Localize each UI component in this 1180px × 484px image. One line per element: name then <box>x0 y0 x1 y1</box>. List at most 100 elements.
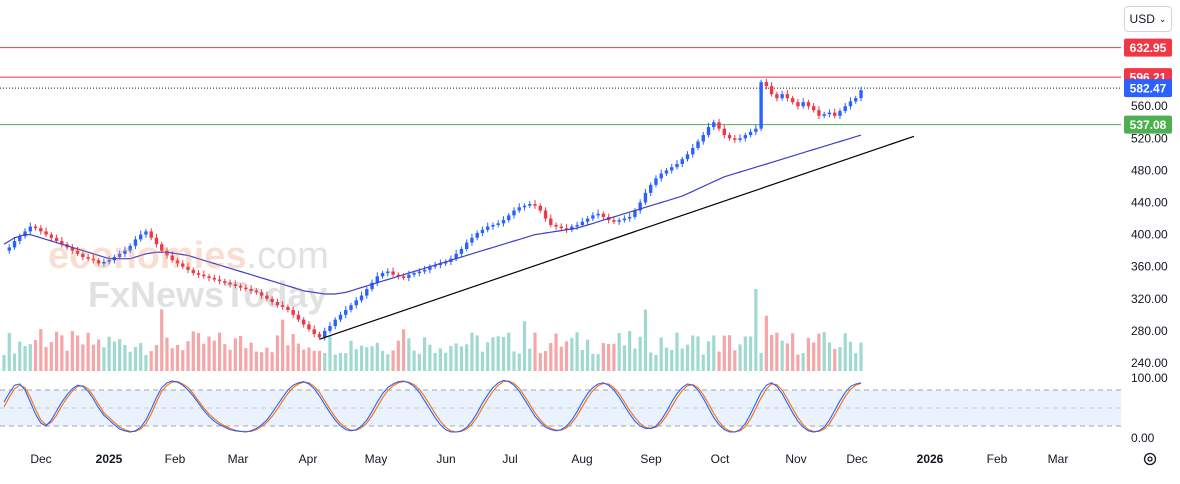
volume-bar <box>517 353 521 371</box>
candle-body <box>207 276 211 278</box>
candle-body <box>459 249 464 254</box>
candle-body <box>801 102 805 107</box>
volume-bar <box>512 351 516 371</box>
candle-body <box>633 210 637 217</box>
volume-bar <box>706 341 711 371</box>
candle-body <box>165 250 169 256</box>
candle-body <box>622 218 627 221</box>
volume-bar <box>28 344 32 371</box>
oscillator-band <box>0 390 1121 426</box>
volume-bar <box>591 353 595 371</box>
price-level-badge-label: 537.08 <box>1130 118 1167 132</box>
time-axis-label: Sep <box>640 452 662 466</box>
candle-body <box>412 273 416 275</box>
candle-body <box>601 213 606 217</box>
volume-bar <box>18 341 22 371</box>
candle-body <box>380 273 385 277</box>
candle-body <box>133 239 138 246</box>
price-level-badge-bg <box>1124 38 1172 57</box>
chevron-down-icon: ⌄ <box>1158 13 1167 24</box>
candle-body <box>543 210 548 219</box>
volume-bar <box>170 348 174 371</box>
volume-bar <box>328 335 332 371</box>
candle-body <box>769 86 774 95</box>
candle-body <box>480 229 485 233</box>
settings-gear-icon[interactable] <box>1141 450 1159 468</box>
candle-body <box>396 274 401 277</box>
candle-body <box>528 204 532 206</box>
candle-body <box>359 295 364 301</box>
volume-bar <box>775 332 779 371</box>
oscillator-axis-tick: 100.00 <box>1131 371 1168 385</box>
candle-body <box>680 159 684 164</box>
candle-body <box>107 260 111 262</box>
volume-bar <box>759 353 763 371</box>
candle-body <box>39 228 43 232</box>
volume-bar <box>60 335 64 371</box>
volume-bar <box>375 342 379 371</box>
volume-bar <box>738 344 742 371</box>
volume-bar <box>417 353 421 371</box>
candle-body <box>696 141 700 148</box>
currency-label: USD <box>1129 12 1155 26</box>
time-axis-label: Dec <box>30 452 51 466</box>
candle-body <box>790 98 795 103</box>
candle-body <box>585 218 590 222</box>
candle-body <box>238 285 243 288</box>
volume-bar <box>391 350 395 371</box>
candle-body <box>223 281 227 283</box>
volume-bar <box>317 350 322 371</box>
candle-body <box>570 226 574 230</box>
volume-bar <box>538 353 542 371</box>
currency-selector[interactable]: USD ⌄ <box>1124 6 1172 32</box>
candle-body <box>591 215 595 219</box>
volume-bar <box>848 341 853 371</box>
volume-bar <box>165 337 169 371</box>
volume-bar <box>133 347 138 371</box>
time-axis-label: Aug <box>571 452 592 466</box>
candle-body <box>738 138 742 140</box>
volume-bar <box>386 354 390 371</box>
volume-bar <box>401 329 406 371</box>
price-axis-tick: 400.00 <box>1131 228 1168 242</box>
candle-body <box>280 305 285 307</box>
volume-bar <box>423 337 427 371</box>
volume-bar <box>112 341 117 371</box>
candle-body <box>301 319 306 325</box>
volume-bar <box>139 343 143 371</box>
volume-bar <box>454 343 458 371</box>
volume-bar <box>501 336 506 371</box>
volume-bar <box>612 343 616 371</box>
candle-body <box>54 237 59 242</box>
candle-body <box>733 138 737 140</box>
volume-bar <box>396 340 400 371</box>
candle-body <box>317 334 322 338</box>
volume-bar <box>854 353 858 371</box>
volume-bar <box>486 342 490 371</box>
time-axis-label: Mar <box>1048 452 1069 466</box>
volume-bar <box>7 332 11 371</box>
volume-bar <box>507 332 511 371</box>
volume-bar <box>70 331 74 371</box>
candle-body <box>775 94 779 99</box>
time-axis-label: Feb <box>987 452 1008 466</box>
candle-body <box>186 266 190 270</box>
candle-body <box>648 184 653 193</box>
candle-body <box>228 282 232 285</box>
candle-body <box>370 282 374 290</box>
candle-body <box>81 253 85 258</box>
oscillator-k-line <box>3 379 862 433</box>
candle-body <box>196 273 201 275</box>
time-axis-label: Oct <box>711 452 730 466</box>
candle-body <box>638 202 642 211</box>
volume-bar <box>465 344 469 371</box>
volume-bar <box>23 346 27 371</box>
candle-body <box>123 250 127 254</box>
volume-bar <box>107 336 111 371</box>
volume-bar <box>617 333 621 371</box>
price-level-badge: 632.95 <box>1124 38 1172 57</box>
volume-bar <box>633 348 637 371</box>
candle-body <box>554 224 558 227</box>
